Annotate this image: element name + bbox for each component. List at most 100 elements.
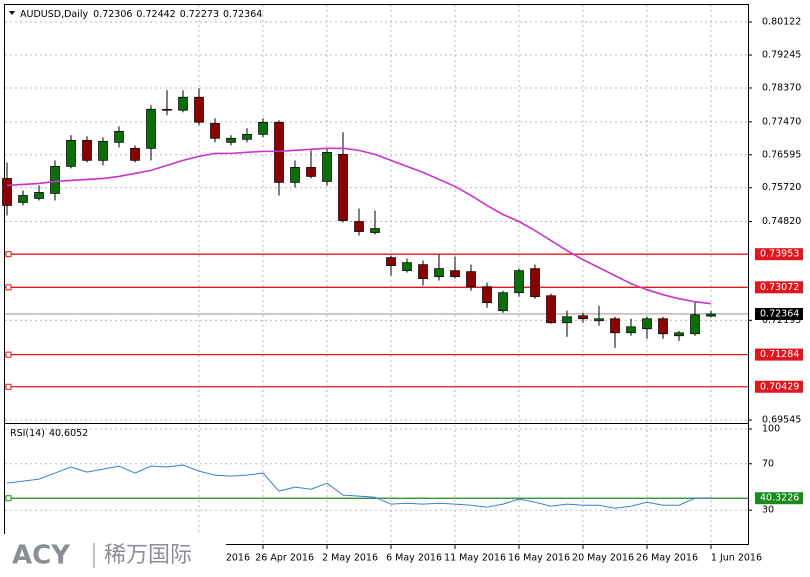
candle-body (610, 318, 620, 334)
price-tag (755, 248, 803, 261)
rsi-value: 40.6052 (49, 428, 88, 439)
candle-body (2, 178, 12, 206)
x-tick-label: 6 May 2016 (386, 553, 442, 564)
level-handle (5, 495, 12, 502)
price-tag (755, 281, 803, 294)
price-tag-label: 0.73953 (760, 249, 799, 260)
symbol: AUDUSD,Daily (20, 9, 89, 20)
y-tick-label: 0.72195 (762, 315, 801, 326)
candle-body (386, 257, 396, 266)
x-tick-label: 16 May 2016 (508, 553, 570, 564)
candle-body (530, 268, 540, 298)
x-tick-label: 2 May 2016 (322, 553, 378, 564)
price-tag-label: 0.70429 (760, 381, 799, 392)
y-tick-label: 0.74820 (762, 216, 801, 227)
candle-body (226, 137, 236, 143)
rsi-title: RSI(14) (10, 428, 45, 439)
current-price-label: 0.72364 (760, 308, 799, 319)
price-tag-label: 0.71284 (760, 349, 799, 360)
candle-body (274, 121, 284, 183)
x-tick-label: 20 May 2016 (572, 553, 634, 564)
candle-body (402, 262, 412, 271)
candle-body (690, 314, 700, 335)
candle-body (658, 318, 668, 335)
candle-body (674, 332, 684, 337)
logo-background (0, 534, 226, 577)
candle-body (562, 316, 572, 324)
candle-body (242, 133, 252, 140)
logo-name: 稀万国际 (104, 543, 192, 568)
candle-body (306, 167, 316, 177)
x-tick-label: 1 Jun 2016 (711, 553, 762, 564)
candle-body (258, 121, 268, 135)
y-tick-label: 70 (762, 458, 774, 469)
level-handle (5, 383, 12, 390)
x-tick-label: 2016 (226, 553, 250, 564)
candle-body (514, 270, 524, 294)
y-tick-label: 0.78370 (762, 82, 801, 93)
candle-body (482, 286, 492, 304)
y-tick-label: 0.77470 (762, 116, 801, 127)
header: AUDUSD,Daily 0.72306 0.72442 0.72273 0.72364 (20, 9, 262, 20)
moving-average (6, 147, 712, 305)
candle-body (290, 167, 300, 183)
candle-body (18, 195, 28, 203)
candle-body (706, 313, 716, 317)
candle-body (642, 318, 652, 330)
rsi-line (6, 464, 712, 509)
low-value: 0.72273 (180, 9, 219, 20)
y-tick-label: 30 (762, 505, 774, 516)
candle-body (418, 264, 428, 280)
price-tag (755, 307, 803, 320)
candle-body (434, 268, 444, 278)
menu-arrow (9, 11, 15, 15)
candle-body (466, 271, 476, 288)
price-tag (755, 380, 803, 393)
candle-body (162, 108, 172, 111)
open-value: 0.72306 (93, 9, 132, 20)
high-value: 0.72442 (136, 9, 175, 20)
rsi-header: RSI(14) 40.6052 (10, 428, 88, 439)
y-tick-label: 0.80122 (762, 17, 801, 28)
x-tick-label: 26 May 2016 (636, 553, 698, 564)
y-tick-label: 0.75720 (762, 182, 801, 193)
candle-body (450, 270, 460, 278)
candle-body (370, 228, 380, 233)
close-value: 0.72364 (223, 9, 262, 20)
price-tag (755, 348, 803, 361)
y-tick-label: 0.79245 (762, 50, 801, 61)
y-tick-label: 0.69545 (762, 415, 801, 426)
candle-body (546, 295, 556, 324)
x-tick-label: 11 May 2016 (444, 553, 506, 564)
candle-body (322, 151, 332, 182)
candle-body (82, 139, 92, 161)
candle-body (66, 139, 76, 167)
candle-body (594, 318, 604, 322)
logo-brand: ACY (12, 541, 71, 571)
y-tick-label: 100 (762, 423, 780, 434)
price-tag-label: 40.3226 (760, 493, 799, 504)
y-tick-label: 0.76595 (762, 149, 801, 160)
candle-body (626, 326, 636, 334)
frame (4, 4, 749, 545)
candle-body (498, 292, 508, 312)
x-tick-label: 26 Apr 2016 (255, 553, 314, 564)
price-tag (755, 492, 803, 505)
candle-body (210, 122, 220, 139)
logo: ACY 稀万国际 (0, 534, 226, 577)
level-handle (5, 251, 12, 258)
candle-body (34, 192, 44, 199)
candle-body (130, 148, 140, 161)
candle-body (578, 315, 588, 320)
candle-body (178, 96, 188, 111)
price-tag-label: 0.73072 (760, 282, 799, 293)
candle-body (194, 96, 204, 123)
candle-body (50, 166, 60, 194)
candle-body (98, 140, 108, 161)
candle-body (354, 221, 364, 232)
candle-body (146, 108, 156, 149)
candle-body (338, 153, 348, 221)
level-handle (5, 351, 12, 358)
candle-body (114, 130, 124, 143)
